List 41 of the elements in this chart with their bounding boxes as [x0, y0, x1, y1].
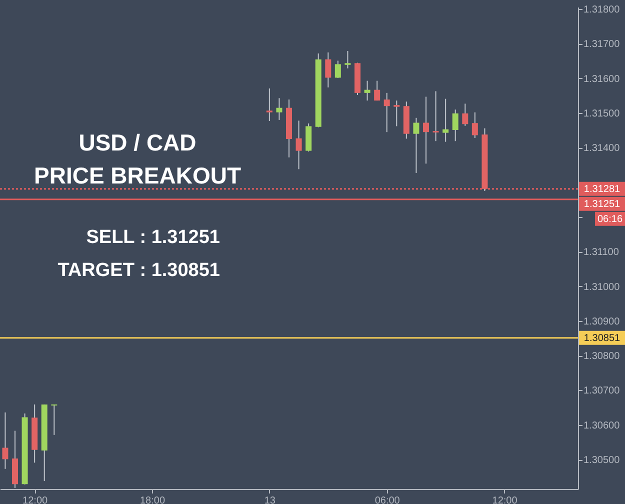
y-tick-label: 1.30700: [584, 386, 620, 397]
annotation: TARGET : 1.30851: [58, 260, 220, 281]
candlestick: [462, 103, 468, 126]
text: 06:16: [597, 214, 623, 225]
x-tick-label: 12:00: [492, 496, 518, 504]
annotation: SELL : 1.31251: [86, 227, 220, 248]
candlestick: [344, 50, 351, 69]
candlestick: [364, 80, 370, 102]
candlestick: [423, 96, 429, 164]
x-tick-label: 06:00: [374, 496, 400, 504]
ref-line-label: 1.31251: [584, 198, 621, 210]
candlestick: [472, 112, 478, 138]
y-tick-label: 1.30600: [584, 420, 620, 432]
y-tick-label: 1.31500: [584, 108, 620, 120]
x-tick-label: 18:00: [140, 496, 166, 504]
y-tick-label: 1.30800: [584, 351, 620, 362]
candlestick: [325, 52, 332, 88]
y-tick-label: 1.31100: [584, 247, 620, 258]
candlestick: [442, 98, 449, 142]
y-tick-label: 1.31400: [584, 143, 620, 154]
ref-line-label: 1.30851: [584, 332, 621, 344]
candlestick: [266, 88, 272, 122]
y-tick-label: 1.31000: [584, 282, 620, 293]
candlestick: [296, 120, 302, 170]
candlestick: [452, 109, 458, 142]
y-tick-label: 1.30500: [584, 455, 620, 466]
ref-line-label: 1.31281: [584, 184, 621, 195]
candlestick: [432, 90, 439, 142]
candlestick: [374, 80, 380, 102]
y-tick-label: 1.31800: [584, 4, 620, 16]
y-tick-label: 1.30900: [584, 316, 620, 328]
candlestick: [276, 98, 282, 120]
candlestick: [394, 100, 400, 127]
candlestick: [413, 117, 420, 174]
y-tick-label: 1.31700: [584, 39, 620, 50]
text: USD / CAD PRICE BREAKOUT: [34, 130, 242, 188]
candlestick: [384, 92, 390, 133]
x-tick-label: 13: [264, 496, 276, 504]
candlestick: [334, 60, 341, 79]
x-tick-label: 12:00: [22, 496, 48, 504]
y-tick-label: 1.31600: [584, 74, 620, 85]
